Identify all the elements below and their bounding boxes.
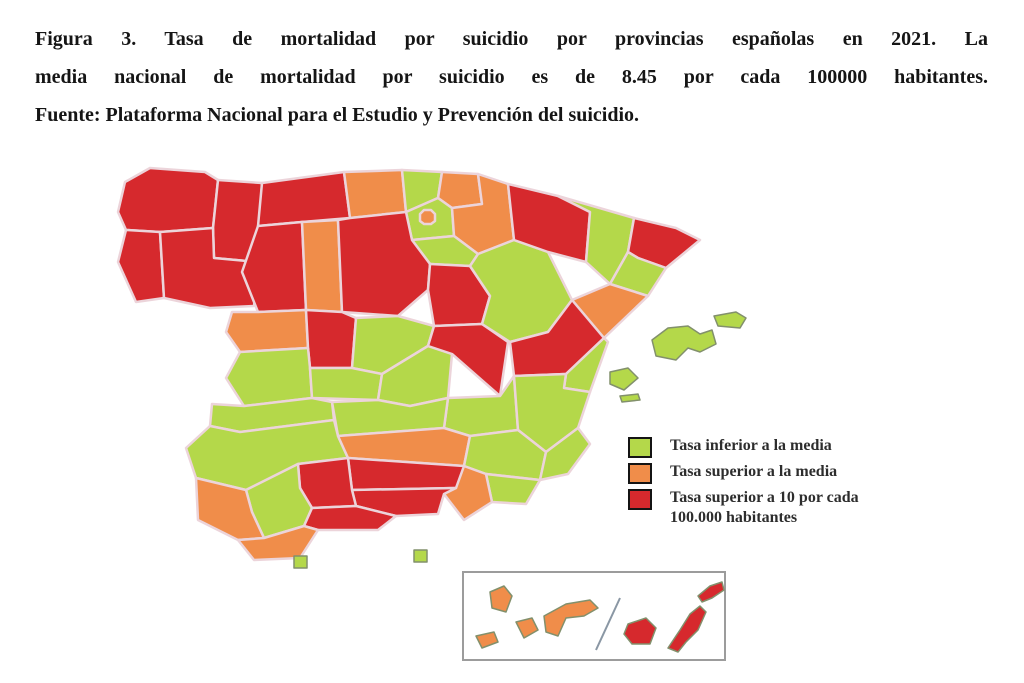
cadiz-region (236, 524, 320, 562)
legend-swatch-over-10 (628, 489, 652, 510)
cantabria-region (342, 168, 408, 220)
zamora-region (224, 308, 310, 354)
legend-item-above-average: Tasa superior a la media (628, 462, 928, 484)
fuerteventura-region (667, 605, 707, 653)
mallorca-region (651, 325, 717, 361)
la-gomera-region (515, 617, 539, 639)
canary-inset-box (462, 571, 726, 661)
la-palma-region (489, 585, 513, 613)
figure-caption: Figura 3. Tasa de mortalidad por suicidi… (35, 20, 988, 134)
palencia-region (300, 218, 344, 314)
caption-line-3: Fuente: Plataforma Nacional para el Estu… (35, 104, 640, 126)
map-legend: Tasa inferior a la media Tasa superior a… (628, 436, 928, 532)
ceuta-region (293, 555, 308, 569)
caption-line-1: Figura 3. Tasa de mortalidad por suicidi… (35, 28, 988, 50)
lanzarote-region (697, 581, 725, 603)
asturias-region (256, 170, 352, 228)
salamanca-region (224, 346, 314, 408)
ibiza-region (609, 367, 639, 391)
formentera-region (619, 393, 641, 403)
cuenca-region (442, 374, 520, 438)
legend-item-over-10: Tasa superior a 10 por cada 100.000 habi… (628, 488, 928, 528)
legend-swatch-below-average (628, 437, 652, 458)
valladolid-region (304, 308, 358, 370)
el-hierro-region (475, 631, 499, 649)
murcia-region (484, 472, 542, 506)
legend-label-above-average: Tasa superior a la media (670, 463, 838, 480)
trevino-enclave-region (418, 208, 437, 226)
melilla-region (413, 549, 428, 563)
barcelona-region (608, 250, 668, 298)
avila-region (308, 366, 384, 402)
menorca-region (713, 311, 747, 329)
canary-inset-divider-line (595, 597, 621, 651)
tenerife-region (543, 599, 599, 637)
caption-line-2: media nacional de mortalidad por suicidi… (35, 66, 988, 88)
a-coruna-region (116, 166, 220, 234)
alicante-region (538, 426, 592, 482)
legend-item-below-average: Tasa inferior a la media (628, 436, 928, 458)
legend-label-over-10: Tasa superior a 10 por cada 100.000 habi… (670, 489, 859, 526)
gran-canaria-region (623, 617, 657, 645)
legend-label-below-average: Tasa inferior a la media (670, 437, 832, 454)
pontevedra-region (116, 228, 166, 304)
legend-swatch-above-average (628, 463, 652, 484)
